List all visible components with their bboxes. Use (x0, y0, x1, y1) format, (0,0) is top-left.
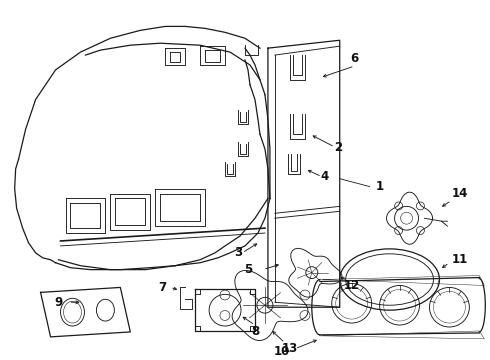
Text: 13: 13 (282, 342, 298, 355)
Text: 2: 2 (334, 140, 342, 153)
Text: 5: 5 (244, 263, 252, 276)
Text: 14: 14 (451, 187, 467, 200)
Text: 8: 8 (251, 325, 259, 338)
Text: 3: 3 (234, 246, 242, 259)
Text: 11: 11 (451, 253, 467, 266)
Text: 6: 6 (350, 51, 359, 64)
Text: 9: 9 (54, 296, 63, 309)
Text: 12: 12 (343, 279, 360, 292)
Text: 4: 4 (320, 170, 329, 183)
Text: 1: 1 (375, 180, 384, 193)
Text: 10: 10 (274, 345, 290, 358)
Text: 7: 7 (158, 281, 166, 294)
